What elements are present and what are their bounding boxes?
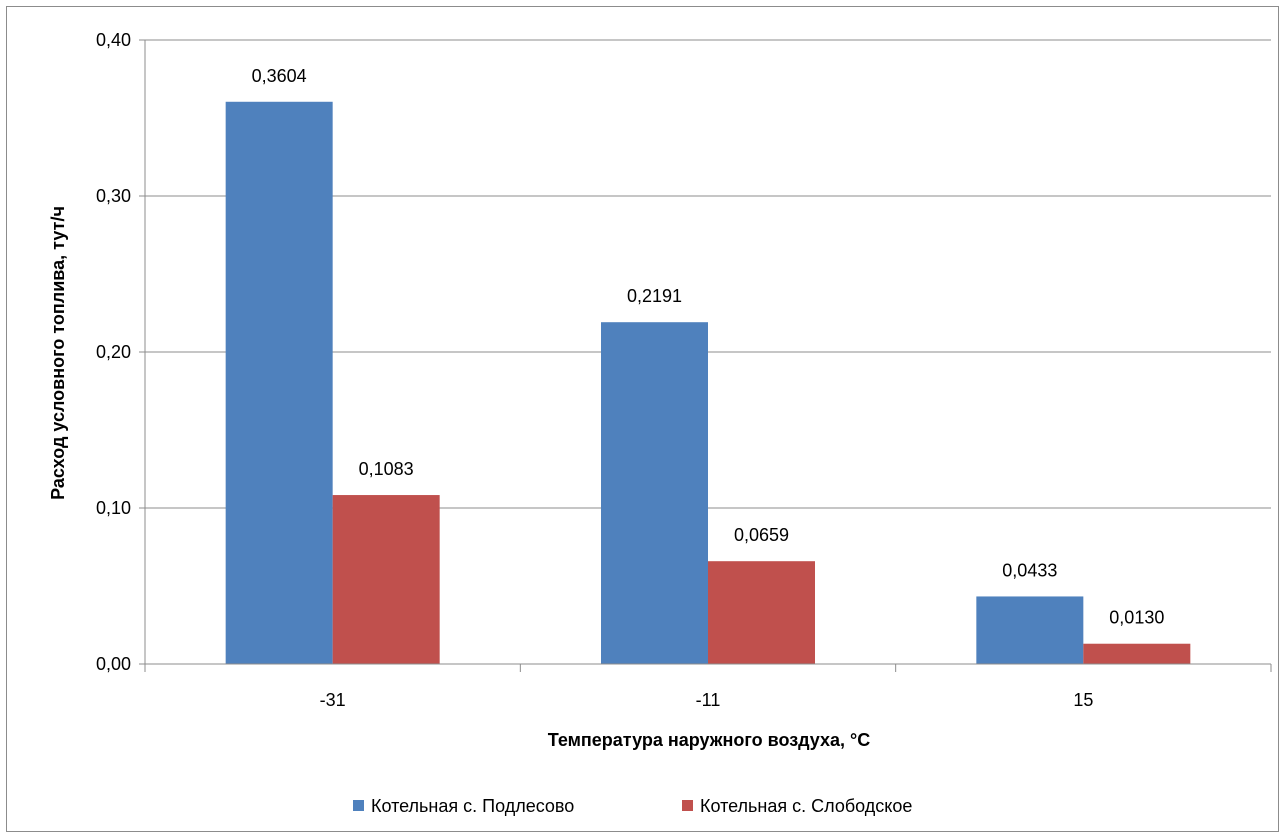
y-tick-label: 0,20 <box>96 342 131 362</box>
x-tick-label: 15 <box>1073 690 1093 710</box>
bar <box>601 322 708 664</box>
data-label: 0,1083 <box>359 459 414 479</box>
data-labels: 0,3604 0,1083 0,2191 0,0659 0,0433 0,0130 <box>252 66 1165 628</box>
bar <box>976 596 1084 664</box>
y-tick-label: 0,30 <box>96 186 131 206</box>
bars <box>225 101 1191 664</box>
x-tick-label: -11 <box>696 690 721 710</box>
data-label: 0,0433 <box>1002 560 1057 580</box>
x-tick-label: -31 <box>320 690 346 710</box>
legend: Котельная с. Подлесово Котельная с. Слобо… <box>353 796 912 816</box>
x-axis-title: Температура наружного воздуха, °С <box>548 730 871 750</box>
y-axis-title: Расход условного топлива, тут/ч <box>48 206 68 500</box>
data-label: 0,0130 <box>1109 608 1164 628</box>
bar <box>332 495 440 664</box>
y-tick-label: 0,40 <box>96 30 131 50</box>
data-label: 0,2191 <box>627 286 682 306</box>
bar <box>225 101 333 664</box>
legend-label: Котельная с. Слободское <box>700 796 912 816</box>
bar <box>1083 643 1191 664</box>
legend-swatch <box>682 800 693 811</box>
data-label: 0,0659 <box>734 525 789 545</box>
legend-label: Котельная с. Подлесово <box>371 796 574 816</box>
legend-swatch <box>353 800 364 811</box>
data-label: 0,3604 <box>252 66 307 86</box>
y-tick-label: 0,00 <box>96 654 131 674</box>
axes: 0,00 0,10 0,20 0,30 0,40 -31 -11 15 <box>96 30 1272 710</box>
bar <box>708 561 815 664</box>
y-tick-label: 0,10 <box>96 498 131 518</box>
